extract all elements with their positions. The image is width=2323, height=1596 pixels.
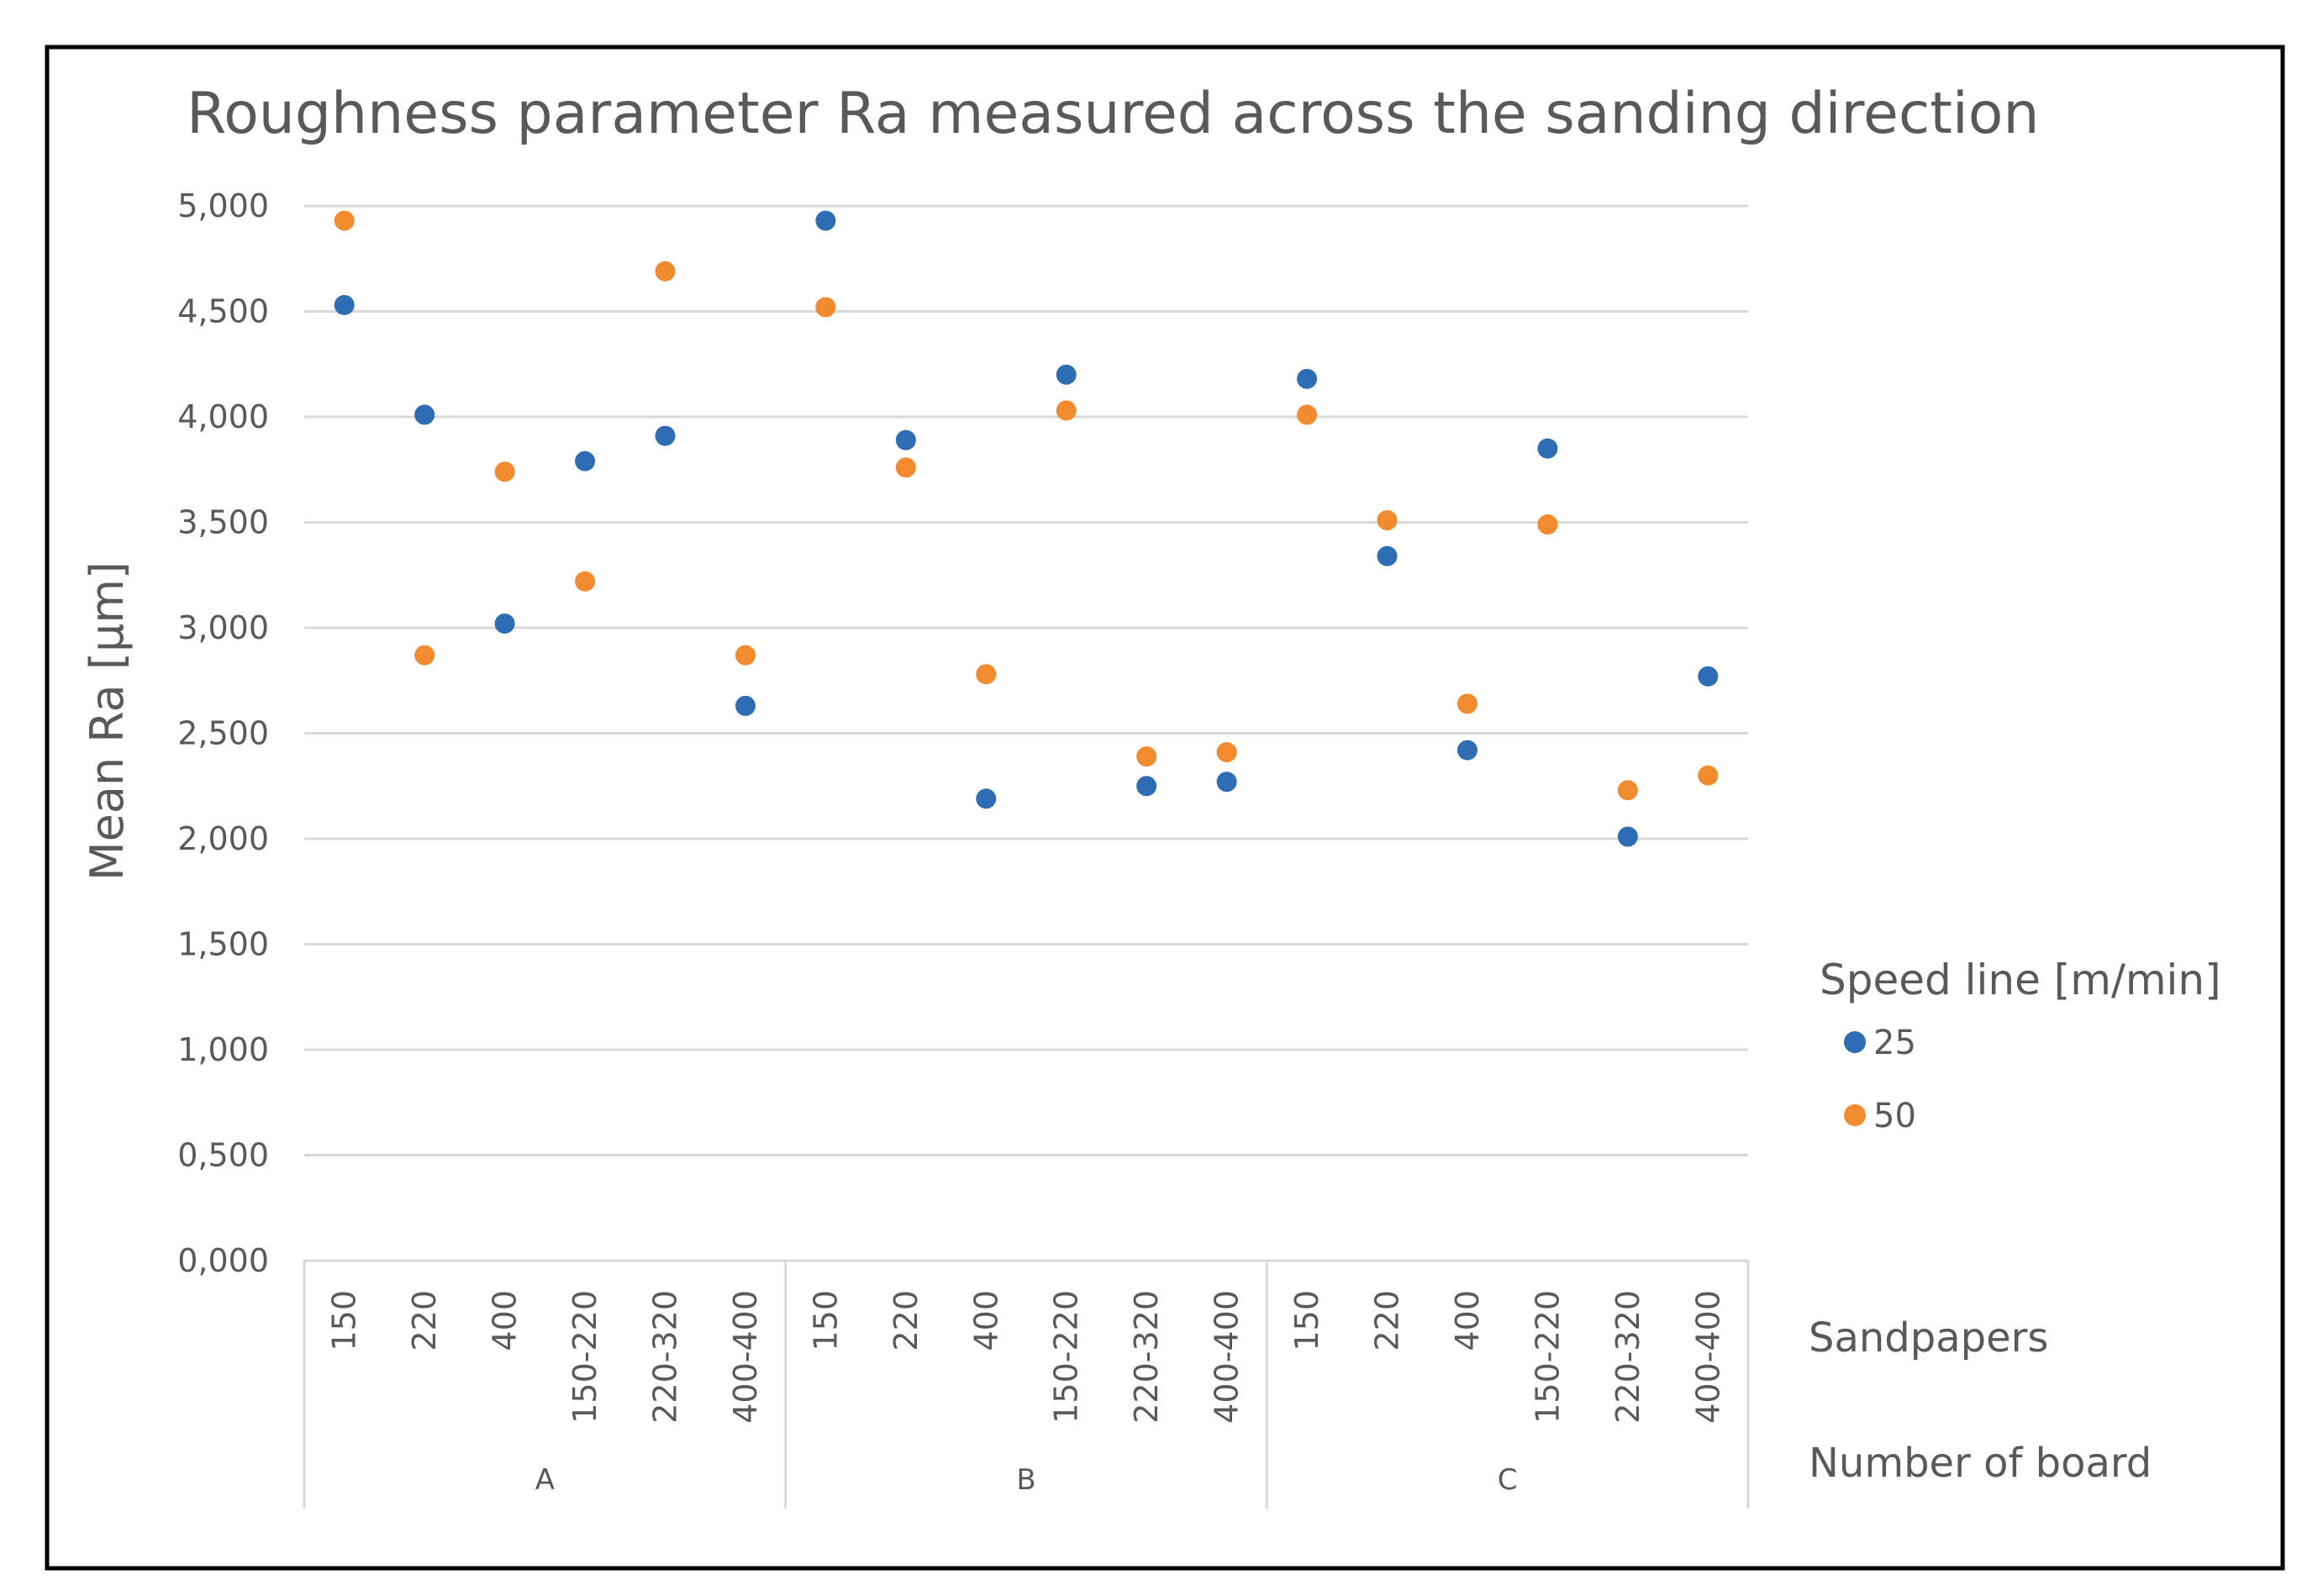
x-axis-label-sandpapers: Sandpapers <box>1809 1314 2048 1362</box>
chart-title: Roughness parameter Ra measured across t… <box>187 81 2040 147</box>
x-category-label: 220-320 <box>647 1290 684 1424</box>
data-point-series-50 <box>1377 509 1398 530</box>
x-category-label: 150 <box>1288 1290 1325 1351</box>
legend-marker <box>1844 1031 1866 1053</box>
data-point-series-50 <box>1698 765 1719 786</box>
data-point-series-25 <box>895 429 916 450</box>
y-tick-label: 3,500 <box>177 504 269 541</box>
legend-label: 25 <box>1873 1024 1916 1062</box>
data-point-series-50 <box>1056 400 1077 421</box>
x-category-label: 150-220 <box>1048 1290 1085 1424</box>
legend-label: 50 <box>1873 1097 1916 1135</box>
y-tick-label: 4,500 <box>177 293 269 330</box>
data-point-series-25 <box>1377 545 1398 566</box>
x-category-labels: 150 220 400 150-220 220-320 400-400 150 220 400 1… <box>326 1290 1727 1424</box>
data-point-series-25 <box>815 210 836 231</box>
x-category-label: 400-400 <box>1209 1290 1246 1424</box>
data-point-series-50 <box>655 261 676 282</box>
data-point-series-25 <box>1698 666 1719 687</box>
data-point-series-25 <box>735 695 756 716</box>
data-point-series-25 <box>1216 772 1237 793</box>
y-tick-label: 2,500 <box>177 715 269 752</box>
data-point-series-25 <box>414 404 435 425</box>
data-point-series-50 <box>815 297 836 318</box>
x-category-label: 400 <box>967 1290 1004 1351</box>
data-point-series-25 <box>575 450 596 471</box>
x-category-label: 150 <box>807 1290 844 1351</box>
y-tick-label: 4,000 <box>177 398 269 435</box>
x-category-label: 400 <box>1449 1290 1486 1351</box>
data-point-series-50 <box>976 664 997 685</box>
x-category-label: 150-220 <box>566 1290 603 1424</box>
x-group-label: B <box>1016 1463 1035 1497</box>
legend-marker <box>1844 1104 1866 1126</box>
data-point-series-25 <box>655 425 676 446</box>
x-category-label: 220-320 <box>1609 1290 1646 1424</box>
legend-title: Speed line [m/min] <box>1820 956 2221 1004</box>
data-point-series-50 <box>414 645 435 666</box>
y-axis-label: Mean Ra [μm] <box>81 561 134 881</box>
y-tick-labels: 0,000 0,500 1,000 1,500 2,000 2,500 3,000 3,500… <box>177 187 269 1279</box>
gridlines <box>304 204 1748 1156</box>
data-point-series-50 <box>1537 514 1558 535</box>
x-category-label: 220 <box>1369 1290 1406 1351</box>
y-tick-label: 0,500 <box>177 1137 269 1174</box>
data-point-series-50 <box>1617 780 1638 801</box>
data-point-series-25 <box>1136 776 1157 797</box>
x-category-label: 400-400 <box>1689 1290 1726 1424</box>
data-point-series-50 <box>735 645 756 666</box>
data-point-series-25 <box>1456 740 1478 761</box>
y-tick-label: 2,000 <box>177 820 269 857</box>
data-point-series-25 <box>1617 826 1638 847</box>
legend-entries: 25 50 <box>1844 1024 1916 1135</box>
data-point-series-50 <box>334 210 355 231</box>
x-category-label: 400 <box>487 1290 524 1351</box>
x-group-label: C <box>1498 1463 1518 1497</box>
x-axis-label-number-of-board: Number of board <box>1809 1440 2152 1487</box>
x-category-label: 220 <box>406 1290 443 1351</box>
data-point-series-25 <box>494 613 515 634</box>
x-category-label: 150-220 <box>1529 1290 1566 1424</box>
x-category-label: 220-320 <box>1128 1290 1165 1424</box>
y-tick-label: 1,500 <box>177 926 269 963</box>
x-category-label: 220 <box>888 1290 924 1351</box>
data-point-series-50 <box>575 571 596 592</box>
data-point-series-50 <box>1136 746 1157 767</box>
data-point-series-25 <box>1537 438 1558 459</box>
x-category-label: 400-400 <box>727 1290 764 1424</box>
data-point-series-50 <box>1456 693 1478 714</box>
data-point-series-25 <box>976 788 997 809</box>
data-point-series-50 <box>895 457 916 478</box>
data-point-series-25 <box>1297 368 1318 389</box>
x-category-label: 150 <box>326 1290 363 1351</box>
x-group-labels: A B C <box>535 1463 1518 1497</box>
data-point-series-50 <box>1297 404 1318 425</box>
data-point-series-50 <box>494 461 515 482</box>
x-group-label: A <box>535 1463 555 1497</box>
data-points <box>334 210 1719 847</box>
data-point-series-50 <box>1216 742 1237 763</box>
chart-frame <box>45 45 2285 1571</box>
y-tick-label: 1,000 <box>177 1031 269 1068</box>
data-point-series-25 <box>334 294 355 315</box>
legend: Speed line [m/min] 25 50 <box>1820 956 2221 1135</box>
y-tick-label: 0,000 <box>177 1242 269 1279</box>
y-tick-label: 3,000 <box>177 609 269 646</box>
data-point-series-25 <box>1056 364 1077 385</box>
y-tick-label: 5,000 <box>177 187 269 224</box>
x-axis <box>303 1259 1750 1509</box>
